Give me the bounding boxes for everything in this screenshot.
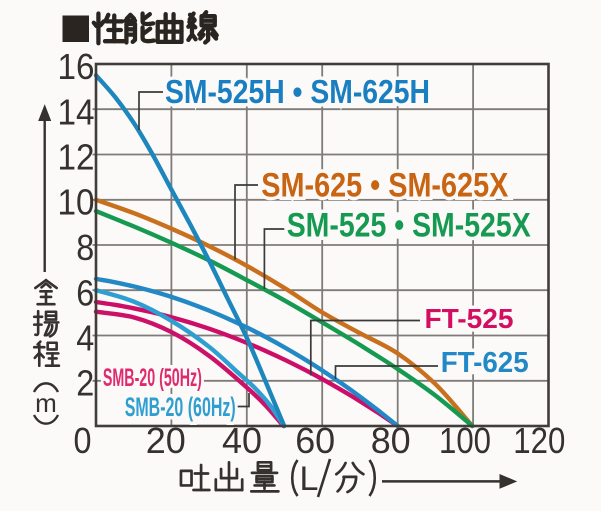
svg-text:SM-525 • SM-525X: SM-525 • SM-525X (287, 207, 531, 245)
svg-text:L: L (300, 460, 319, 498)
svg-text:SM-525H • SM-625H: SM-525H • SM-625H (165, 73, 430, 110)
svg-text:SM-525 • SM-525X: SM-525 • SM-525X (287, 207, 531, 245)
svg-text:FT-525: FT-525 (425, 303, 514, 334)
svg-text:20: 20 (146, 420, 186, 461)
svg-text:60: 60 (295, 420, 335, 461)
svg-text:4: 4 (76, 318, 94, 359)
svg-text:10: 10 (58, 182, 95, 223)
svg-text:12: 12 (58, 137, 95, 178)
svg-text:2: 2 (76, 363, 94, 404)
svg-text:SMB-20 (60Hz): SMB-20 (60Hz) (125, 392, 236, 422)
svg-text:FT-525: FT-525 (425, 303, 514, 334)
svg-text:m: m (35, 388, 57, 418)
svg-text:120: 120 (513, 420, 565, 461)
svg-text:100: 100 (439, 420, 491, 461)
svg-text:FT-625: FT-625 (441, 347, 529, 379)
svg-text:8: 8 (76, 227, 94, 268)
svg-text:80: 80 (371, 420, 411, 461)
svg-text:SM-625 • SM-625X: SM-625 • SM-625X (261, 167, 508, 205)
svg-text:SMB-20 (50Hz): SMB-20 (50Hz) (103, 364, 202, 392)
svg-text:SMB-20 (60Hz): SMB-20 (60Hz) (125, 392, 236, 422)
svg-text:6: 6 (76, 272, 94, 313)
svg-text:FT-625: FT-625 (441, 347, 529, 379)
svg-text:40: 40 (222, 420, 262, 461)
svg-text:0: 0 (74, 420, 92, 461)
svg-text:SM-625 • SM-625X: SM-625 • SM-625X (261, 167, 508, 205)
svg-text:14: 14 (58, 91, 95, 132)
svg-text:16: 16 (58, 46, 95, 87)
svg-text:SMB-20 (50Hz): SMB-20 (50Hz) (103, 364, 202, 392)
svg-text:SM-525H • SM-625H: SM-525H • SM-625H (165, 73, 430, 110)
